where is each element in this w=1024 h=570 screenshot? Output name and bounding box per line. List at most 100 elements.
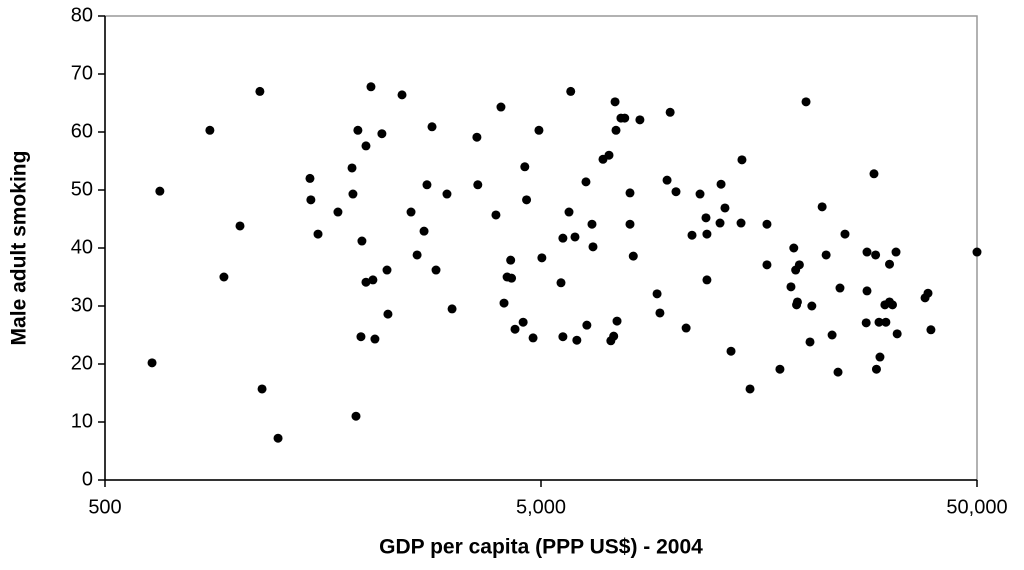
point	[257, 384, 267, 394]
point	[356, 332, 366, 342]
point	[805, 337, 815, 347]
point	[807, 301, 817, 311]
point	[628, 251, 638, 261]
point	[581, 177, 591, 187]
point	[419, 226, 429, 236]
point	[874, 317, 884, 327]
point	[235, 221, 245, 231]
y-tick-label: 20	[71, 352, 93, 374]
point	[506, 255, 516, 265]
point	[611, 125, 621, 135]
point	[422, 180, 432, 190]
point	[833, 367, 843, 377]
y-axis-title: Male adult smoking	[8, 151, 31, 346]
point	[715, 218, 725, 228]
point	[347, 163, 357, 173]
point	[652, 289, 662, 299]
point	[255, 86, 265, 96]
point	[625, 188, 635, 198]
point	[370, 334, 380, 344]
point	[720, 203, 730, 213]
point	[625, 219, 635, 229]
point	[871, 364, 881, 374]
point	[491, 210, 501, 220]
point	[671, 187, 681, 197]
point	[821, 250, 831, 260]
y-tick-label: 0	[82, 468, 93, 490]
point	[273, 433, 283, 443]
point	[861, 318, 871, 328]
point	[522, 195, 532, 205]
point	[817, 202, 827, 212]
point	[840, 229, 850, 239]
point	[427, 122, 437, 132]
point	[737, 155, 747, 165]
point	[716, 179, 726, 189]
point	[702, 229, 712, 239]
x-tick-label: 5,000	[516, 496, 566, 518]
point	[472, 132, 482, 142]
point	[520, 162, 530, 172]
point	[333, 207, 343, 217]
point	[745, 384, 755, 394]
point	[534, 125, 544, 135]
point	[887, 300, 897, 310]
point	[412, 250, 422, 260]
point	[701, 213, 711, 223]
point	[558, 233, 568, 243]
y-tick-label: 30	[71, 294, 93, 316]
point	[655, 308, 665, 318]
point	[564, 207, 574, 217]
point	[442, 189, 452, 199]
point	[558, 332, 568, 342]
point	[518, 317, 528, 327]
point	[681, 323, 691, 333]
point	[351, 411, 361, 421]
point	[357, 236, 367, 246]
point	[306, 195, 316, 205]
point	[348, 189, 358, 199]
point	[528, 333, 538, 343]
point	[305, 173, 315, 183]
y-tick-label: 80	[71, 4, 93, 26]
point	[786, 282, 796, 292]
point	[827, 330, 837, 340]
y-tick-label: 10	[71, 410, 93, 432]
point	[397, 90, 407, 100]
point	[587, 219, 597, 229]
point	[499, 298, 509, 308]
point	[155, 186, 165, 196]
point	[406, 207, 416, 217]
point	[762, 219, 772, 229]
point	[382, 265, 392, 275]
point	[620, 113, 630, 123]
point	[881, 317, 891, 327]
point	[923, 288, 933, 298]
x-axis-title: GDP per capita (PPP US$) - 2004	[379, 536, 703, 559]
point	[572, 335, 582, 345]
point	[510, 324, 520, 334]
point	[687, 230, 697, 240]
point	[891, 247, 901, 257]
point	[219, 272, 229, 282]
x-tick-label: 500	[88, 496, 121, 518]
point	[871, 250, 881, 260]
point	[662, 175, 672, 185]
point	[383, 309, 393, 319]
point	[726, 346, 736, 356]
point	[582, 320, 592, 330]
point	[205, 125, 215, 135]
point	[570, 232, 580, 242]
point	[507, 273, 517, 283]
point	[604, 150, 614, 160]
point	[835, 283, 845, 293]
point	[366, 82, 376, 92]
plot-frame	[104, 15, 978, 481]
y-tick-label: 40	[71, 236, 93, 258]
point	[736, 218, 746, 228]
point	[665, 107, 675, 117]
point	[695, 189, 705, 199]
point	[972, 247, 982, 257]
point	[801, 97, 811, 107]
